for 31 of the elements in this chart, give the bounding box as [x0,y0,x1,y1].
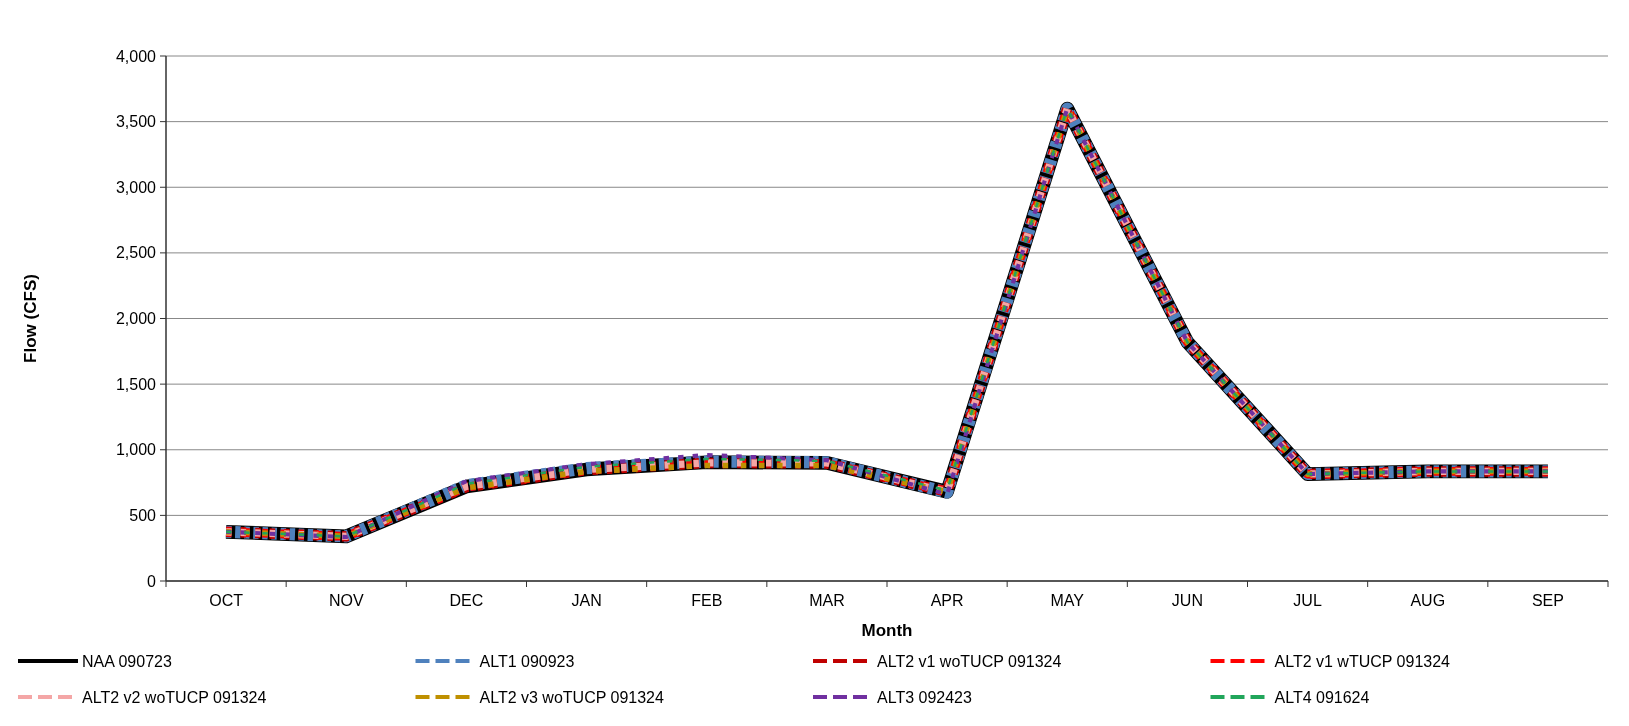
x-tick-label: APR [930,592,964,609]
x-tick-label: NOV [328,592,364,609]
x-tick-label: MAR [809,592,845,609]
x-tick-label: JUL [1293,592,1322,609]
y-axis-title: Flow (CFS) [21,274,40,363]
x-axis-title: Month [861,621,913,640]
legend-label: ALT2 v1 woTUCP 091324 [877,652,1062,670]
legend-label: ALT1 090923 [479,652,575,670]
x-tick-label: AUG [1410,592,1446,609]
y-tick-label: 1,000 [115,441,157,459]
y-tick-label: 1,500 [115,375,157,393]
y-tick-label: 2,000 [115,310,157,328]
y-tick-label: 3,000 [115,178,157,196]
y-tick-label: 500 [129,506,157,524]
y-tick-label: 3,500 [115,113,157,131]
x-tick-label: OCT [209,592,244,609]
legend-label: ALT2 v3 woTUCP 091324 [479,688,664,706]
legend-label: NAA 090723 [82,652,172,670]
x-tick-label: DEC [449,592,484,609]
legend-label: ALT2 v1 wTUCP 091324 [1274,652,1451,670]
x-tick-label: JAN [571,592,602,609]
legend-label: ALT2 v2 woTUCP 091324 [82,688,267,706]
x-tick-label: MAY [1050,592,1085,609]
legend-label: ALT3 092423 [877,688,972,706]
x-tick-label: FEB [691,592,723,609]
x-tick-label: SEP [1531,592,1564,609]
y-tick-label: 4,000 [115,47,157,65]
x-tick-label: JUN [1171,592,1203,609]
legend-label: ALT4 091624 [1274,688,1370,706]
y-tick-label: 2,500 [115,244,157,262]
y-tick-label: 0 [147,572,157,590]
